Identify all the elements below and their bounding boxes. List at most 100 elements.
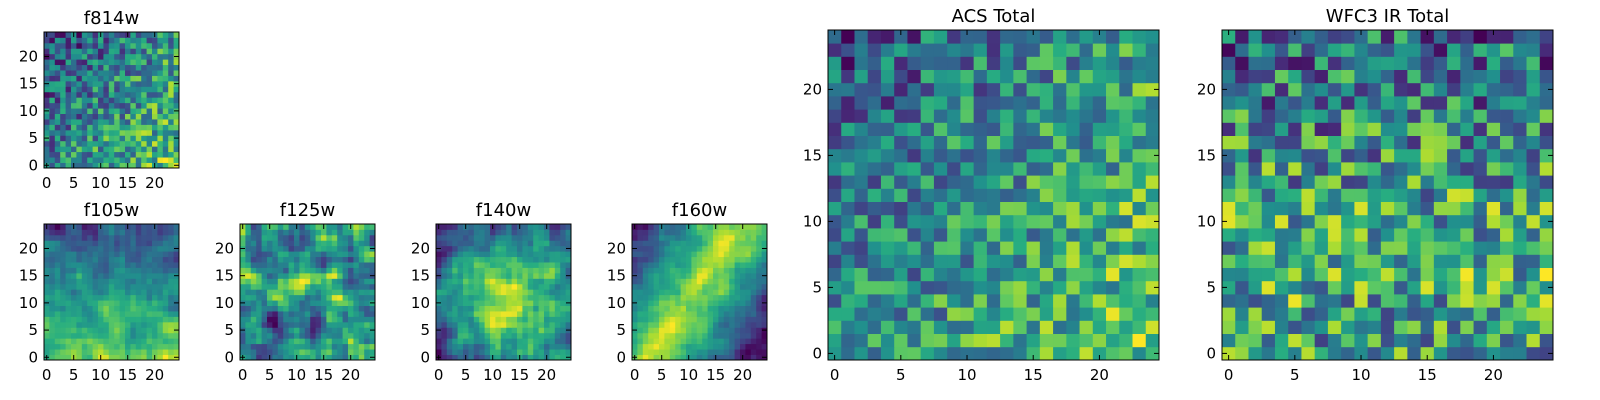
heatmap-cell (756, 234, 762, 241)
heatmap-cell (1341, 122, 1355, 136)
heatmap-cell (168, 135, 174, 142)
heatmap-cell (463, 234, 469, 241)
heatmap-cell (750, 316, 757, 323)
heatmap-cell (1500, 82, 1514, 97)
heatmap-cell (495, 240, 502, 247)
heatmap-cell (1460, 333, 1474, 348)
heatmap-cell (152, 86, 158, 93)
heatmap-cell (986, 122, 1001, 136)
heatmap-cell (1460, 346, 1474, 361)
heatmap-cell (146, 108, 153, 114)
heatmap-cell (436, 321, 442, 328)
heatmap-cell (135, 278, 142, 285)
heatmap-cell (686, 245, 692, 252)
heatmap-cell (98, 321, 104, 328)
heatmap-cell (729, 338, 735, 345)
heatmap-cell (261, 245, 268, 252)
heatmap-cell (680, 224, 687, 230)
heatmap-cell (1119, 135, 1133, 150)
heatmap-cell (1367, 69, 1382, 84)
heatmap-cell (495, 256, 502, 263)
y-tick-label: 20 (411, 239, 430, 257)
heatmap-cell (256, 321, 262, 328)
heatmap-cell (549, 234, 556, 241)
heatmap-cell (750, 224, 757, 230)
heatmap-cell (1539, 307, 1554, 321)
heatmap-cell (162, 151, 169, 158)
heatmap-cell (98, 48, 104, 55)
y-tick-label: 0 (420, 348, 430, 366)
heatmap-cell (152, 97, 158, 104)
heatmap-cell (304, 278, 311, 285)
heatmap-cell (828, 320, 842, 334)
heatmap-cell (1106, 43, 1120, 57)
heatmap-cell (1460, 30, 1474, 44)
heatmap-cell (310, 316, 316, 323)
heatmap-cell (261, 234, 268, 241)
heatmap-cell (157, 267, 164, 274)
heatmap-cell (718, 224, 725, 230)
heatmap-cell (245, 332, 252, 339)
heatmap-cell (565, 251, 572, 258)
heatmap-cell (1000, 346, 1014, 361)
heatmap-cell (98, 256, 104, 263)
heatmap-cell (321, 245, 327, 252)
heatmap-cell (130, 283, 137, 290)
heatmap-cell (125, 256, 131, 263)
heatmap-cell (49, 256, 56, 263)
heatmap-cell (973, 241, 988, 255)
heatmap-cell (1433, 162, 1448, 176)
heatmap-cell (452, 262, 458, 268)
heatmap-cell (1092, 96, 1107, 110)
heatmap-cell (81, 332, 88, 339)
heatmap-cell (369, 332, 376, 339)
heatmap-cell (103, 91, 110, 98)
heatmap-cell (310, 305, 316, 312)
heatmap-cell (1000, 135, 1014, 150)
heatmap-cell (1248, 30, 1263, 44)
heatmap-cell (718, 262, 725, 268)
heatmap-cell (713, 327, 719, 334)
heatmap-cell (947, 241, 961, 255)
heatmap-cell (250, 229, 257, 236)
heatmap-cell (87, 91, 93, 98)
heatmap-cell (321, 311, 327, 317)
heatmap-cell (125, 240, 131, 247)
heatmap-cell (686, 343, 692, 350)
heatmap-cell (146, 300, 153, 306)
heatmap-cell (1380, 135, 1395, 150)
heatmap-cell (538, 283, 545, 290)
heatmap-cell (54, 262, 61, 268)
heatmap-cell (135, 108, 142, 114)
heatmap-cell (1500, 214, 1514, 229)
y-tick-label: 5 (28, 321, 38, 339)
heatmap-cell (894, 267, 908, 282)
heatmap-cell (353, 316, 360, 323)
heatmap-cell (1526, 201, 1541, 216)
heatmap-cell (1380, 346, 1395, 361)
heatmap-cell (517, 256, 523, 263)
heatmap-cell (986, 148, 1001, 163)
heatmap-cell (168, 289, 174, 296)
heatmap-cell (71, 278, 77, 285)
heatmap-cell (457, 327, 464, 334)
heatmap-cell (723, 305, 730, 312)
heatmap-cell (1132, 307, 1147, 321)
heatmap-cell (135, 305, 142, 312)
heatmap-cell (1053, 254, 1067, 268)
heatmap-cell (960, 254, 975, 268)
heatmap-cell (1079, 228, 1094, 242)
heatmap-cell (659, 327, 665, 334)
heatmap-cell (745, 316, 752, 323)
heatmap-cell (1486, 214, 1501, 229)
heatmap-cell (342, 256, 349, 263)
heatmap-cell (1447, 30, 1461, 44)
heatmap-cell (157, 316, 164, 323)
heatmap-cell (713, 349, 719, 355)
heatmap-cell (1473, 333, 1488, 348)
heatmap-cell (933, 162, 948, 176)
heatmap-cell (947, 228, 961, 242)
heatmap-cell (162, 343, 169, 350)
heatmap-cell (653, 289, 660, 296)
heatmap-cell (141, 338, 147, 345)
